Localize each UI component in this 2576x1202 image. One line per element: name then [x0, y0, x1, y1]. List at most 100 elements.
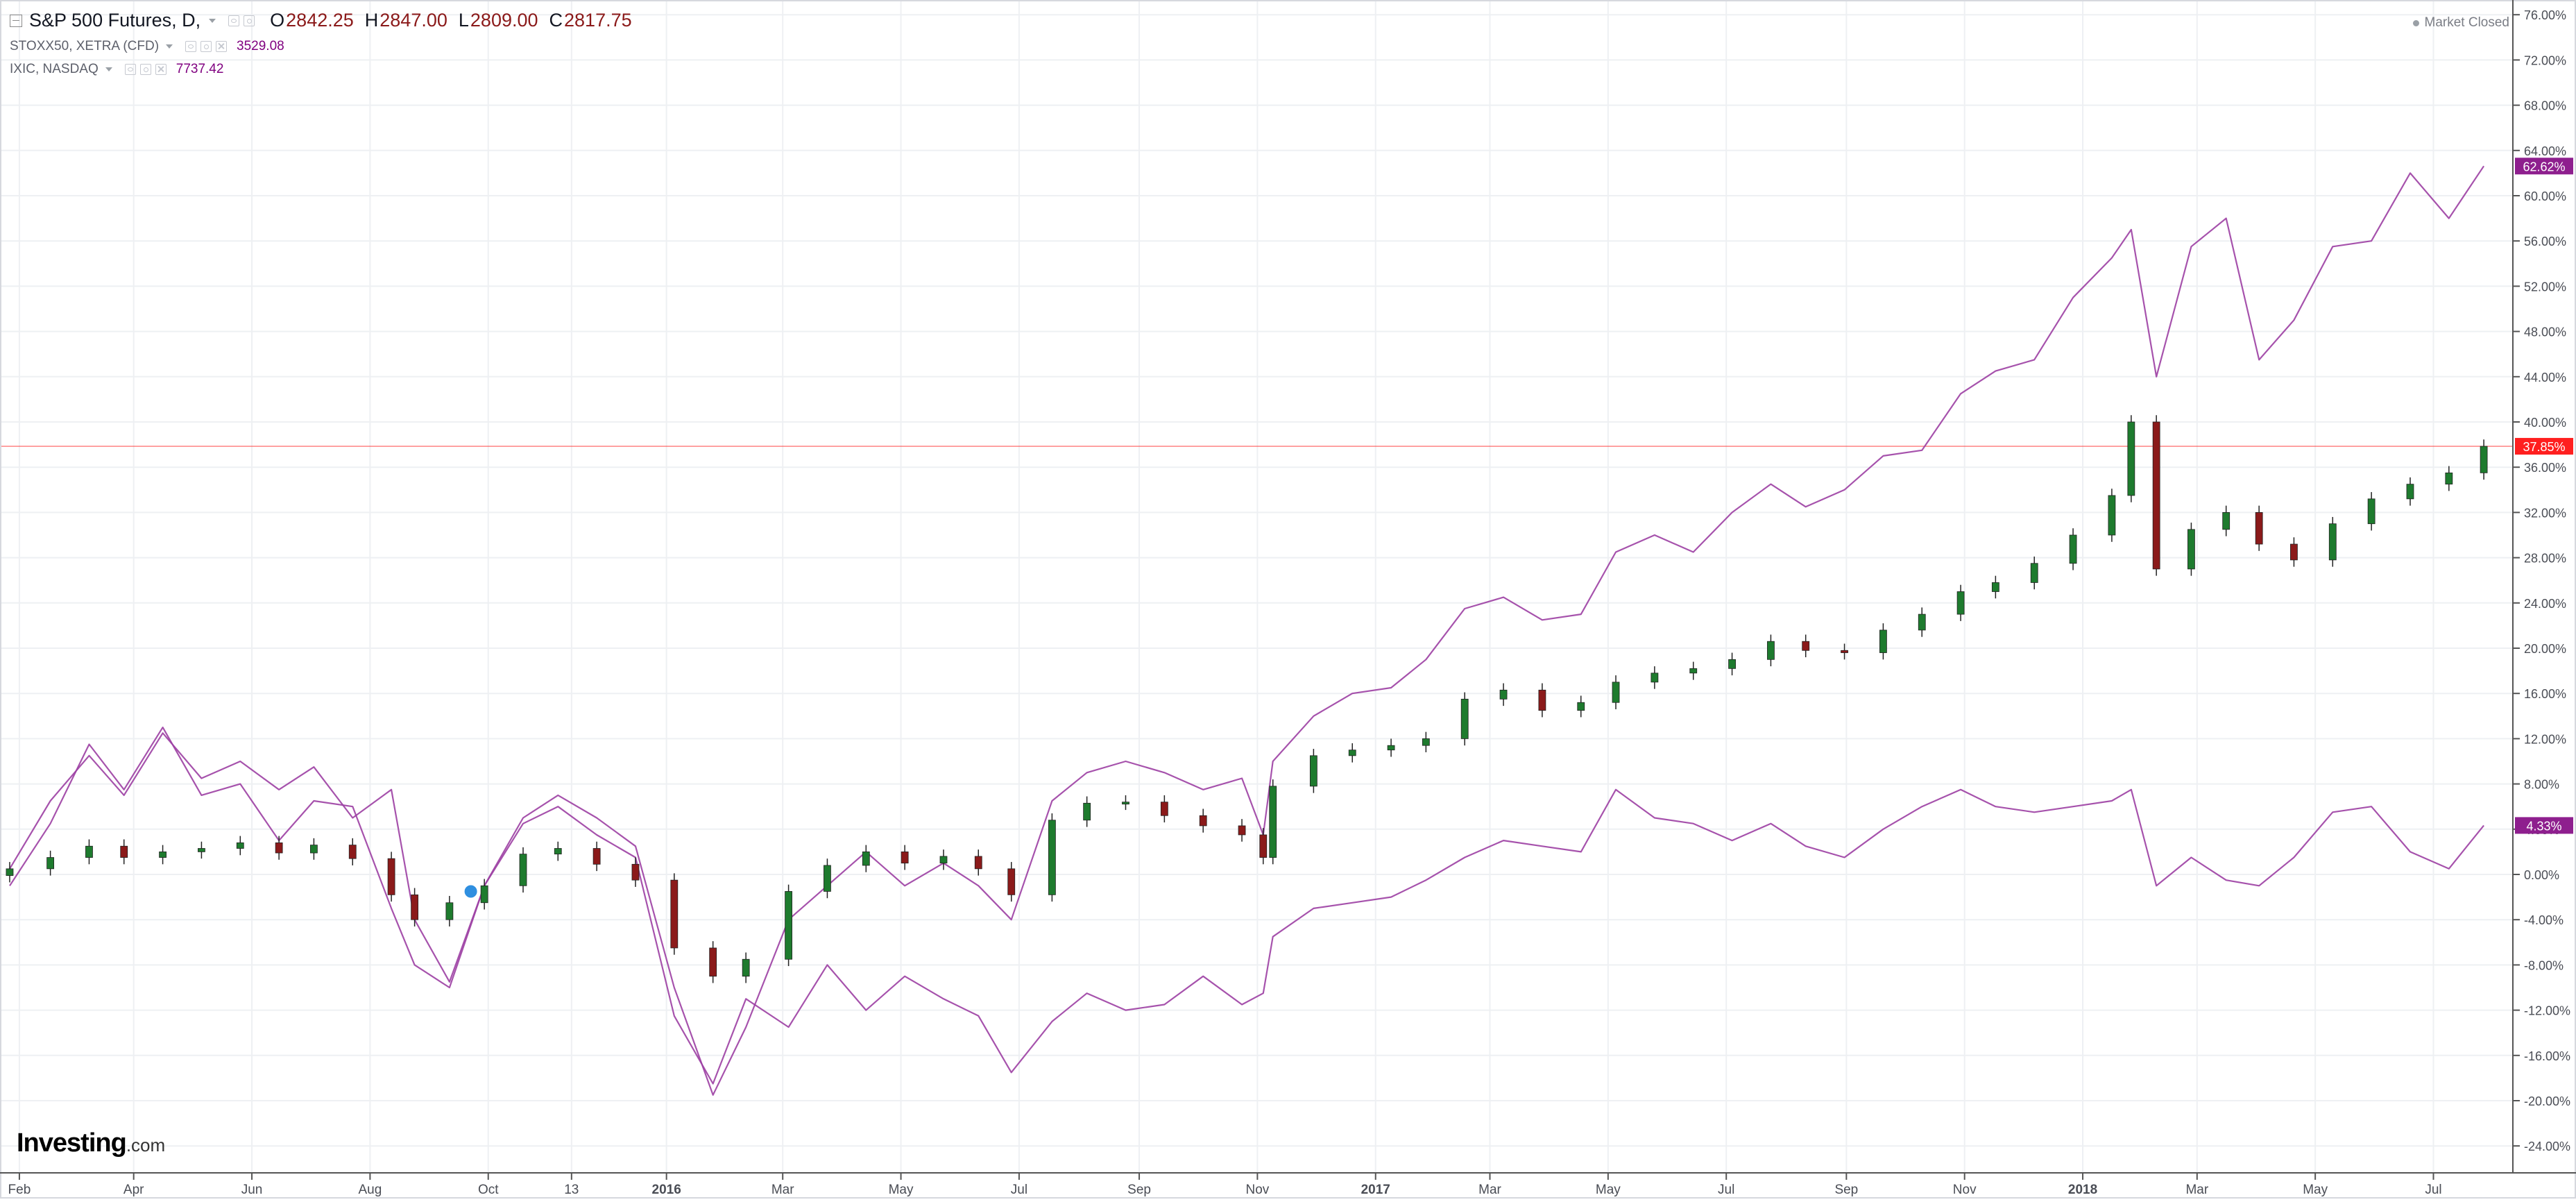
- y-tick-label: -16.00%: [2524, 1049, 2570, 1063]
- x-tick-label: Mar: [1478, 1183, 1501, 1197]
- candle: [310, 845, 318, 854]
- event-marker-icon: [463, 883, 479, 899]
- y-tick-label: 44.00%: [2524, 371, 2566, 384]
- x-tick-label: Feb: [8, 1183, 31, 1197]
- low-value: 2809.00: [470, 10, 538, 31]
- candle: [939, 856, 948, 864]
- gear-icon[interactable]: [244, 15, 255, 26]
- x-tick-label: May: [889, 1183, 914, 1197]
- compare-symbol-title[interactable]: IXIC, NASDAQ: [10, 62, 99, 76]
- x-tick-label: Mar: [2185, 1183, 2208, 1197]
- x-tick-label: 2017: [1361, 1183, 1390, 1197]
- x-tick-label: Mar: [771, 1183, 794, 1197]
- last-value-badge: [2515, 817, 2573, 834]
- collapse-legend-icon[interactable]: [10, 14, 22, 27]
- candle: [670, 879, 679, 949]
- x-tick-label: Oct: [478, 1183, 499, 1197]
- x-tick-label: Jul: [2425, 1183, 2441, 1197]
- candle: [1238, 825, 1246, 836]
- candle: [974, 856, 982, 870]
- gear-icon[interactable]: [139, 64, 151, 75]
- candle: [1387, 745, 1395, 751]
- candle: [2127, 421, 2135, 496]
- close-icon[interactable]: [216, 41, 228, 52]
- y-tick-label: 36.00%: [2524, 461, 2566, 475]
- candle: [2108, 495, 2116, 536]
- logo-suffix: .com: [126, 1135, 166, 1156]
- y-tick-label: -8.00%: [2524, 958, 2564, 972]
- candle: [387, 858, 395, 895]
- y-tick-label: 24.00%: [2524, 597, 2566, 611]
- candle: [2222, 512, 2230, 530]
- candle: [2069, 534, 2077, 564]
- y-tick-label: -20.00%: [2524, 1094, 2570, 1108]
- y-tick-label: 56.00%: [2524, 235, 2566, 248]
- candle: [785, 891, 792, 960]
- chevron-down-icon[interactable]: [105, 67, 112, 71]
- candle: [1348, 750, 1356, 756]
- x-tick-label: Nov: [1953, 1183, 1977, 1197]
- gridlines: [0, 0, 2513, 1173]
- y-tick-label: 32.00%: [2524, 506, 2566, 520]
- candle: [1199, 815, 1207, 827]
- eye-icon[interactable]: [228, 15, 240, 26]
- candle: [1259, 834, 1268, 858]
- candle: [862, 852, 870, 866]
- close-icon[interactable]: [155, 64, 167, 75]
- y-tick-label: 76.00%: [2524, 8, 2566, 22]
- candle: [85, 845, 93, 858]
- x-tick-label: Aug: [358, 1183, 382, 1197]
- candle: [2290, 543, 2298, 561]
- last-value-badge: [2515, 438, 2573, 455]
- eye-icon[interactable]: [124, 64, 136, 75]
- candle: [1460, 698, 1469, 739]
- candle: [1689, 668, 1698, 674]
- last-value-label: 4.33%: [2526, 819, 2561, 833]
- candle: [1499, 689, 1508, 700]
- candle: [348, 845, 357, 859]
- candle: [275, 842, 283, 854]
- x-tick-label: 2016: [652, 1183, 681, 1197]
- chevron-down-icon[interactable]: [209, 18, 216, 23]
- candle: [2367, 498, 2375, 525]
- status-dot-icon: [2412, 19, 2419, 26]
- main-symbol-title[interactable]: S&P 500 Futures, D,: [29, 10, 201, 31]
- y-tick-label: 64.00%: [2524, 144, 2566, 158]
- stoxx50-line: [9, 726, 2484, 1085]
- y-tick-label: -24.00%: [2524, 1140, 2570, 1153]
- candle: [1122, 802, 1129, 805]
- y-tick-label: 40.00%: [2524, 416, 2566, 430]
- candle: [2406, 484, 2414, 500]
- candle: [46, 857, 55, 870]
- candle: [480, 885, 488, 904]
- y-tick-label: 48.00%: [2524, 325, 2566, 339]
- candle: [2328, 523, 2337, 561]
- compare-series-legend-stoxx[interactable]: STOXX50, XETRA (CFD) 3529.08: [10, 39, 284, 54]
- candle: [554, 848, 562, 855]
- candle: [1577, 702, 1585, 711]
- candle: [1612, 682, 1620, 703]
- compare-symbol-title[interactable]: STOXX50, XETRA (CFD): [10, 39, 160, 53]
- candle: [592, 848, 601, 865]
- x-tick-label: Jul: [1011, 1183, 1027, 1197]
- open-value: 2842.25: [286, 10, 354, 31]
- eye-icon[interactable]: [185, 41, 197, 52]
- compare-value: 3529.08: [237, 39, 284, 53]
- chevron-down-icon[interactable]: [166, 44, 173, 49]
- candle: [120, 845, 128, 858]
- y-tick-label: 28.00%: [2524, 552, 2566, 566]
- last-value-label: 62.62%: [2523, 160, 2565, 173]
- candle: [1767, 641, 1775, 660]
- x-tick-label: Jul: [1718, 1183, 1734, 1197]
- gear-icon[interactable]: [201, 41, 212, 52]
- close-value: 2817.75: [564, 10, 632, 31]
- compare-series-legend-ixic[interactable]: IXIC, NASDAQ 7737.42: [10, 62, 223, 77]
- candle: [411, 894, 419, 920]
- candle: [2480, 446, 2488, 473]
- candle: [2255, 512, 2263, 545]
- investing-logo: Investing.com: [17, 1128, 165, 1158]
